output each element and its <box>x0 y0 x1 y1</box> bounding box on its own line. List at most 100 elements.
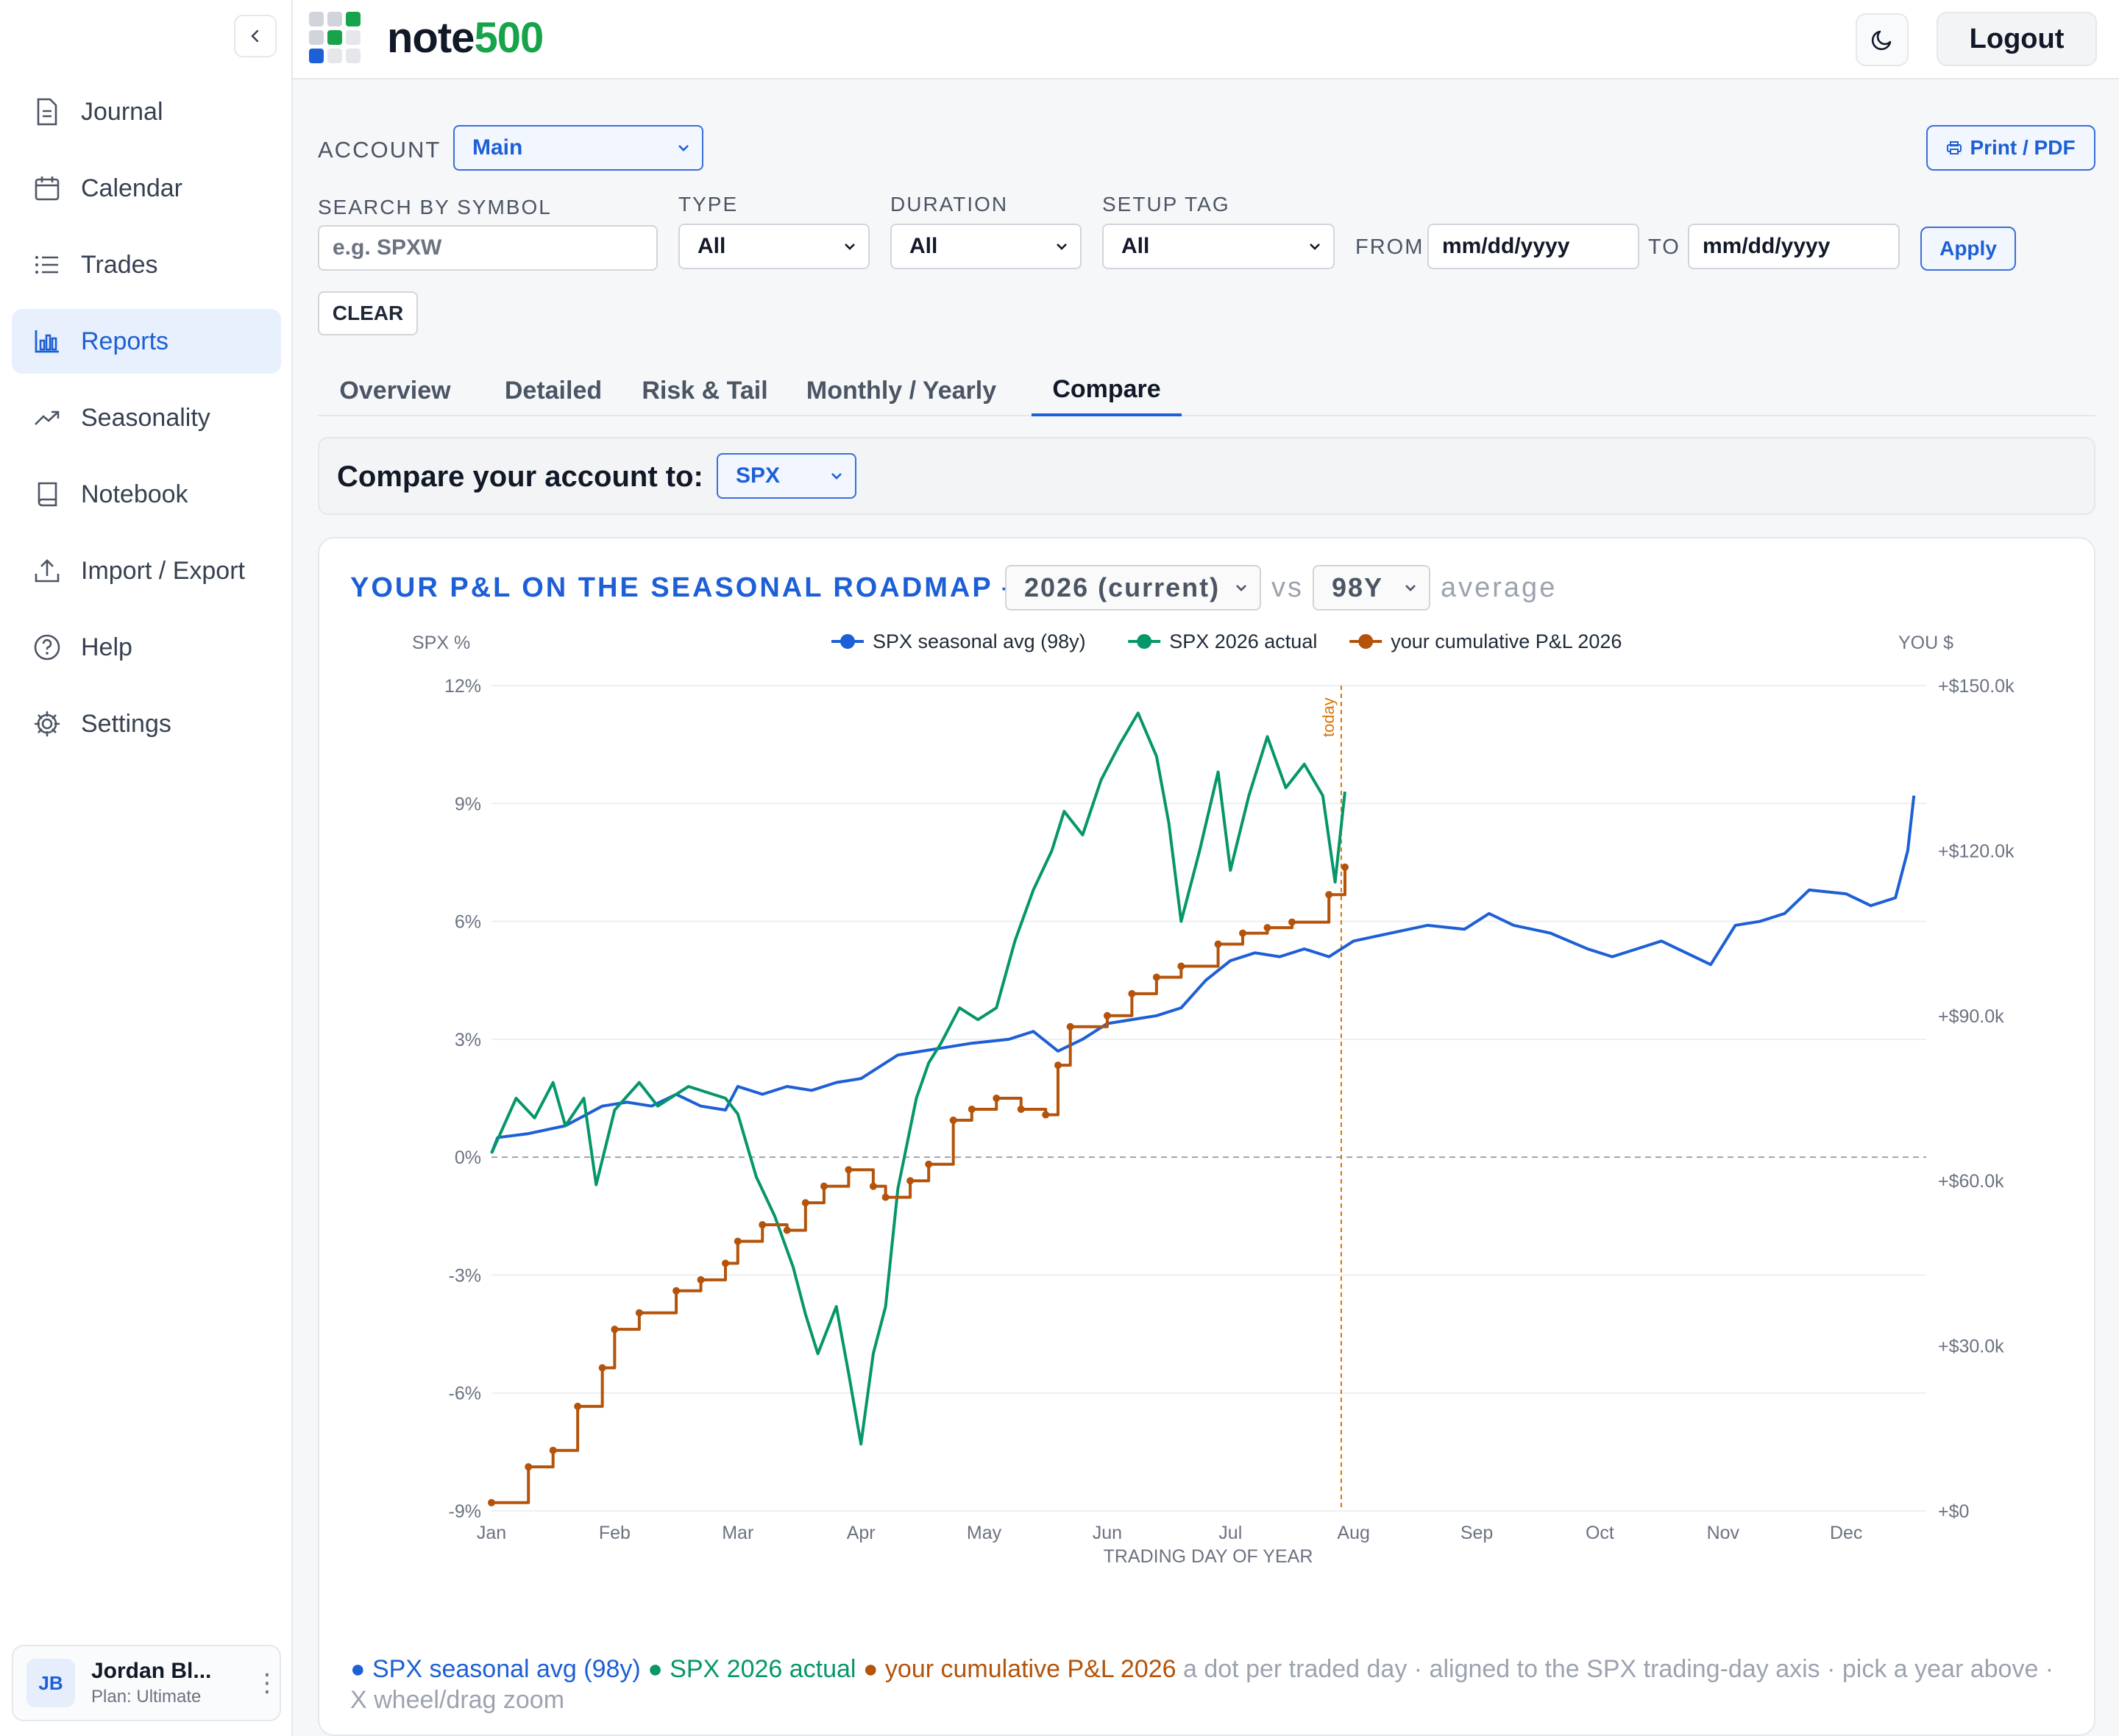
type-value: All <box>698 234 726 258</box>
user-name: Jordan Bl... <box>91 1659 212 1683</box>
user-card[interactable]: JB Jordan Bl... Plan: Ultimate ⋮ <box>12 1645 281 1721</box>
moon-icon <box>1871 30 1892 51</box>
pnl-dot <box>574 1402 582 1410</box>
pnl-dot <box>906 1177 915 1185</box>
pnl-dot <box>488 1498 495 1506</box>
setup-tag-select[interactable]: All <box>1102 224 1335 269</box>
sidebar-item-label: Journal <box>81 97 163 126</box>
sidebar-item-label: Calendar <box>81 174 182 202</box>
compare-bar: Compare your account to: SPX <box>318 437 2095 515</box>
pnl-dot <box>783 1226 791 1234</box>
upload-icon <box>32 556 62 586</box>
sidebar-item-label: Settings <box>81 709 171 738</box>
x-tick-label: Feb <box>599 1523 631 1543</box>
sidebar: Journal Calendar Trades Reports Seasonal… <box>0 0 293 1736</box>
series-line-0 <box>490 795 1916 1154</box>
y-right-tick-label: +$120.0k <box>1938 841 2015 861</box>
sidebar-item-label: Trades <box>81 250 158 279</box>
sidebar-item-help[interactable]: Help <box>12 615 281 680</box>
pnl-dot <box>734 1237 742 1245</box>
duration-label: DURATION <box>890 193 1009 216</box>
more-options-icon[interactable]: ⋮ <box>255 1669 280 1697</box>
apply-button[interactable]: Apply <box>1920 227 2016 271</box>
y-left-tick-label: 3% <box>455 1030 481 1050</box>
x-tick-label: Apr <box>847 1523 876 1543</box>
pnl-dot <box>1017 1105 1025 1113</box>
account-label: ACCOUNT <box>318 137 441 163</box>
collapse-sidebar-button[interactable] <box>234 15 277 57</box>
help-icon <box>32 633 62 662</box>
theme-toggle-button[interactable] <box>1856 13 1909 66</box>
topbar: note500 Logout <box>293 0 2119 79</box>
pnl-dot <box>881 1193 890 1201</box>
chevron-down-icon <box>831 473 842 480</box>
pnl-dot <box>722 1259 730 1267</box>
clear-button[interactable]: CLEAR <box>318 291 418 335</box>
y-right-tick-label: +$150.0k <box>1938 676 2015 697</box>
brand-part1: note <box>387 14 475 62</box>
y-left-tick-label: -3% <box>449 1265 481 1286</box>
bar-chart-icon <box>32 327 62 356</box>
from-label: FROM <box>1355 235 1424 259</box>
legend-entry: SPX 2026 actual <box>1169 630 1317 652</box>
pnl-dot <box>1128 989 1136 997</box>
sidebar-item-label: Seasonality <box>81 403 210 432</box>
note-green: ● SPX 2026 actual <box>647 1655 856 1683</box>
account-value: Main <box>472 135 523 160</box>
pnl-dot <box>993 1095 1001 1102</box>
symbol-search-input[interactable]: e.g. SPXW <box>318 225 658 271</box>
card-title: YOUR P&L ON THE SEASONAL ROADMAP — <box>350 572 1033 603</box>
sidebar-item-reports[interactable]: Reports <box>12 309 281 374</box>
chevron-down-icon <box>1236 585 1246 591</box>
tab-overview[interactable]: Overview <box>339 376 451 405</box>
sidebar-item-seasonality[interactable]: Seasonality <box>12 385 281 450</box>
today-label: today <box>1319 697 1338 737</box>
y-right-tick-label: +$60.0k <box>1938 1171 2004 1192</box>
pnl-dot <box>525 1463 533 1471</box>
type-select[interactable]: All <box>678 224 870 269</box>
compare-select[interactable]: SPX <box>717 453 856 499</box>
calendar-icon <box>32 174 62 203</box>
tab-monthly-yearly[interactable]: Monthly / Yearly <box>806 376 997 405</box>
pnl-dot <box>1325 891 1333 899</box>
duration-select[interactable]: All <box>890 224 1082 269</box>
pnl-dot <box>1066 1022 1074 1031</box>
account-select[interactable]: Main <box>453 125 703 171</box>
sidebar-item-calendar[interactable]: Calendar <box>12 156 281 221</box>
note-orange: ● your cumulative P&L 2026 <box>862 1655 1176 1683</box>
legend-swatch-dot <box>840 634 855 649</box>
tab-detailed[interactable]: Detailed <box>504 376 603 405</box>
tab-compare[interactable]: Compare <box>1032 365 1182 416</box>
list-icon <box>32 250 62 280</box>
pnl-dot <box>925 1160 933 1168</box>
average-select[interactable]: 98Y <box>1313 565 1430 611</box>
gear-icon <box>32 709 62 739</box>
y-left-axis-label: SPX % <box>412 633 470 653</box>
year-value: 2026 (current) <box>1024 572 1221 602</box>
sidebar-item-settings[interactable]: Settings <box>12 691 281 756</box>
chevron-left-icon <box>251 29 259 43</box>
sidebar-item-import-export[interactable]: Import / Export <box>12 538 281 603</box>
sidebar-item-journal[interactable]: Journal <box>12 79 281 144</box>
tab-risk-tail[interactable]: Risk & Tail <box>642 376 768 405</box>
print-pdf-button[interactable]: Print / PDF <box>1926 125 2095 171</box>
brand-logo[interactable]: note500 <box>387 13 544 63</box>
from-date-input[interactable]: mm/dd/yyyy <box>1427 224 1639 269</box>
pnl-dot <box>820 1182 828 1190</box>
chevron-down-icon <box>678 145 689 152</box>
y-left-tick-label: -6% <box>449 1384 481 1404</box>
to-date-input[interactable]: mm/dd/yyyy <box>1688 224 1900 269</box>
compare-value: SPX <box>736 463 781 488</box>
seasonal-chart[interactable]: SPX % YOU $ TRADING DAY OF YEAR 12% 9% 6% 3% 0%… <box>319 605 2097 1657</box>
seasonal-roadmap-card: YOUR P&L ON THE SEASONAL ROADMAP — 2026 … <box>318 537 2095 1736</box>
x-axis-label: TRADING DAY OF YEAR <box>1104 1546 1313 1567</box>
pnl-dot <box>968 1105 976 1113</box>
logout-button[interactable]: Logout <box>1937 12 2097 66</box>
legend-entry: your cumulative P&L 2026 <box>1391 630 1622 652</box>
pnl-dot <box>598 1364 606 1372</box>
pnl-dot <box>1341 863 1349 871</box>
sidebar-item-notebook[interactable]: Notebook <box>12 462 281 527</box>
pnl-dot <box>549 1446 557 1454</box>
sidebar-item-trades[interactable]: Trades <box>12 232 281 297</box>
year-select[interactable]: 2026 (current) <box>1005 565 1261 611</box>
